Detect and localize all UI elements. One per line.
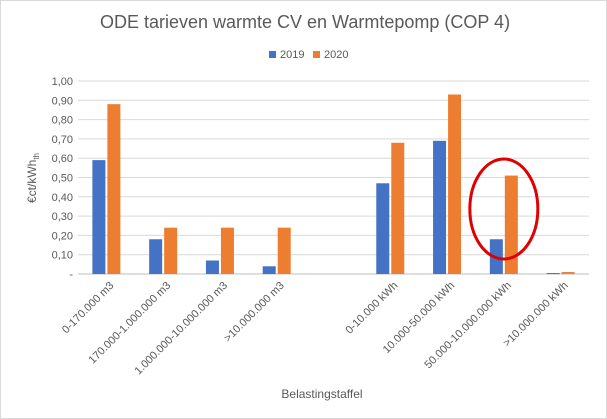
y-tick-label: 0,40 (52, 192, 73, 204)
x-category-label: 0-10.000 kWh (343, 280, 400, 337)
y-tick-label: 0,60 (52, 153, 73, 165)
bar-2020-6 (448, 94, 462, 274)
y-tick-label: 0,90 (52, 95, 73, 107)
bar-2019-5 (376, 183, 390, 274)
x-axis-title: Belastingstaffel (281, 387, 362, 401)
y-axis-title-main: €ct/kWh (25, 160, 39, 203)
bar-2019-0 (92, 160, 106, 274)
x-category-label: >10.000.000 m3 (222, 280, 287, 345)
chart-title: ODE tarieven warmte CV en Warmtepomp (CO… (100, 12, 510, 32)
annotation (468, 157, 540, 261)
bar-2020-5 (391, 142, 405, 274)
y-tick-label: 0,20 (52, 230, 73, 242)
bar-2019-2 (205, 260, 219, 274)
x-category-label: 0-170.000 m3 (60, 280, 116, 336)
bar-2020-1 (164, 227, 178, 274)
bar-2020-3 (277, 227, 291, 274)
highlight-ellipse (468, 157, 540, 261)
y-tick-label: 0,50 (52, 173, 73, 185)
bar-2020-2 (220, 227, 234, 274)
legend-label-2019: 2019 (280, 49, 304, 61)
y-tick-label: 0,80 (52, 115, 73, 127)
y-tick-label: 0,10 (52, 250, 73, 262)
y-axis-title-sub: th (32, 153, 41, 160)
bar-2020-0 (107, 104, 121, 274)
y-tick-label: 1,00 (52, 76, 73, 88)
bar-2019-3 (262, 266, 276, 274)
x-category-label: 1.000.000-10.000.000 m3 (132, 280, 230, 378)
bar-2019-6 (433, 140, 447, 274)
gridlines (78, 80, 589, 275)
y-tick-label: 0,30 (52, 211, 73, 223)
bar-2020-7 (504, 175, 518, 274)
y-tick-label: - (69, 269, 73, 281)
legend-swatch-2020 (313, 51, 320, 58)
y-axis-ticks: - 0,10 0,20 0,30 0,40 0,50 0,60 0,70 0,80 0,90 1,0… (52, 76, 74, 281)
bar-2019-1 (149, 239, 163, 274)
bar-2020-8 (561, 272, 575, 274)
bar-2019-8 (546, 273, 560, 275)
bars (92, 94, 575, 275)
y-tick-label: 0,70 (52, 134, 73, 146)
y-axis-title: €ct/kWhth (25, 153, 41, 203)
legend: 2019 2020 (269, 49, 348, 61)
legend-label-2020: 2020 (324, 49, 348, 61)
legend-swatch-2019 (269, 51, 276, 58)
